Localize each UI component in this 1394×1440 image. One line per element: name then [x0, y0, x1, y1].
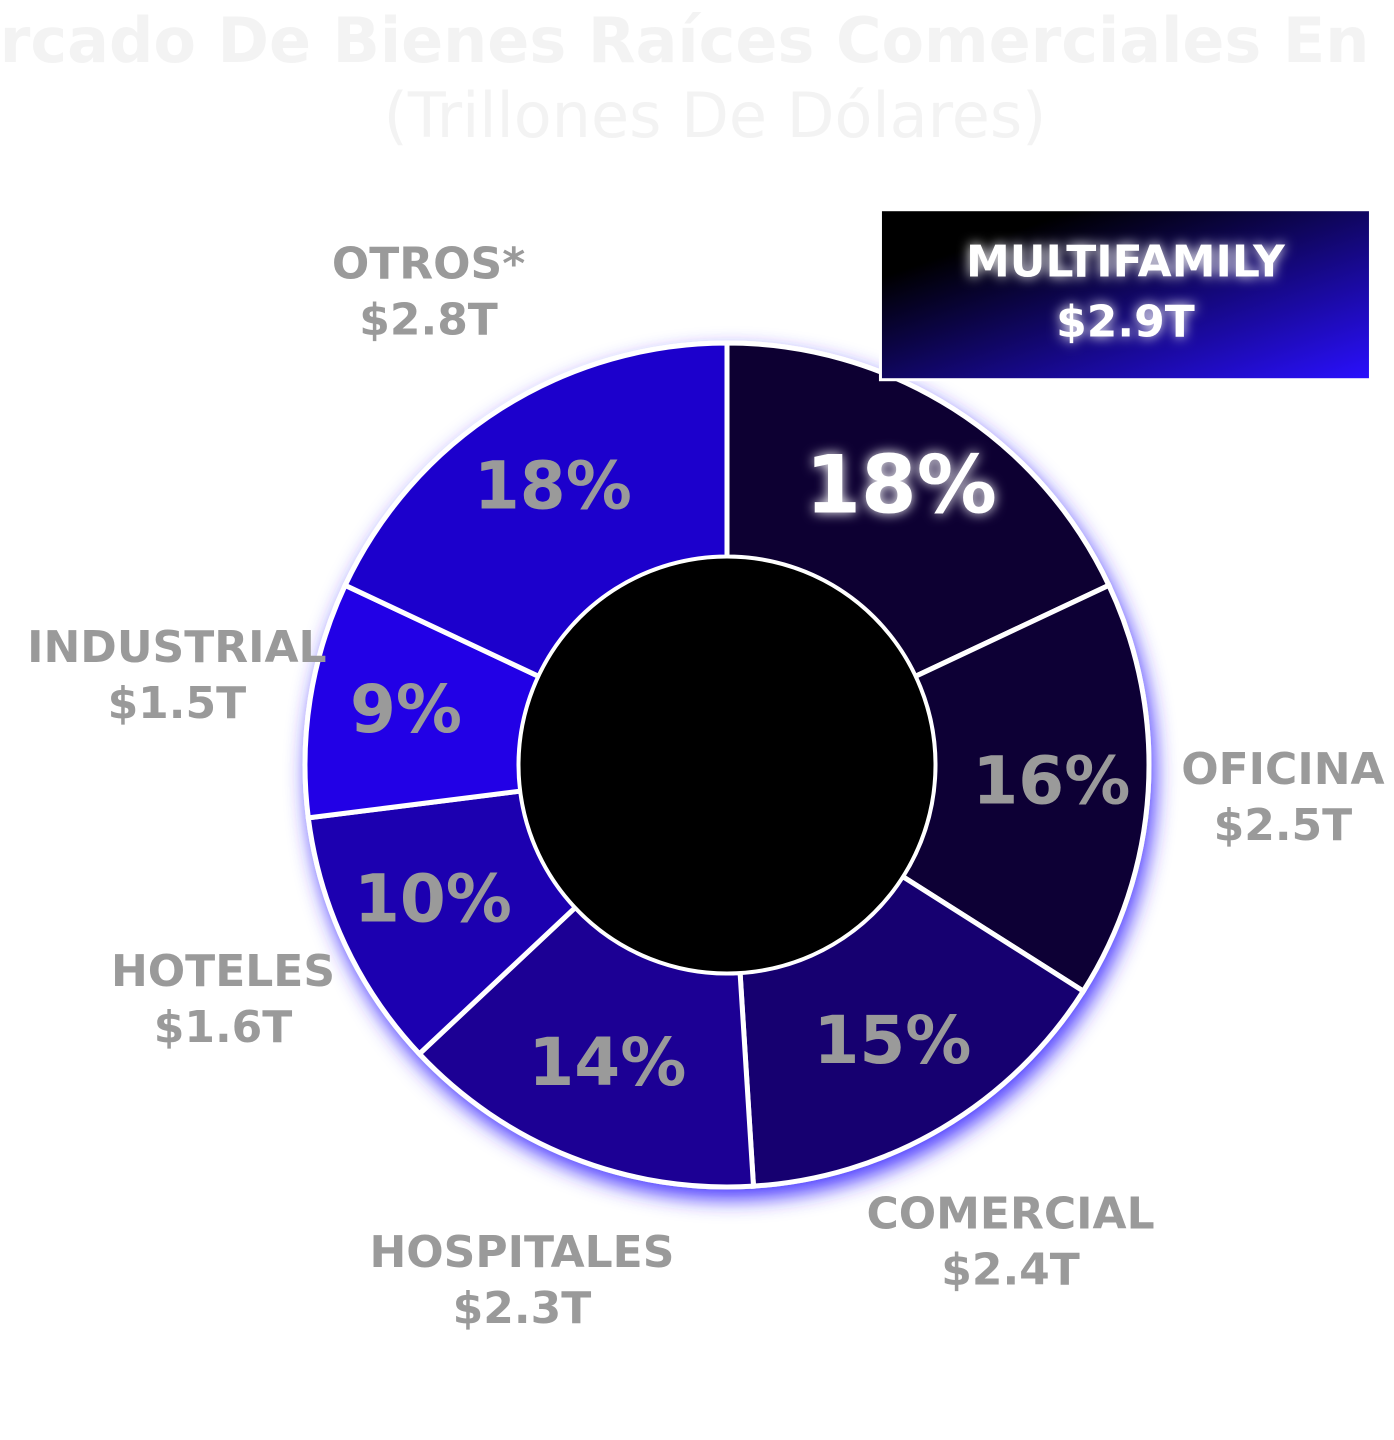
percent-label: 16% — [972, 742, 1130, 819]
percent-label: 18% — [805, 439, 996, 532]
donut — [302, 340, 1152, 1190]
amount-label: $2.3T — [453, 1283, 592, 1334]
percent-label: 15% — [813, 1002, 971, 1079]
category-label: MULTIFAMILY — [966, 237, 1286, 288]
percent-label: 18% — [474, 448, 632, 525]
category-label: INDUSTRIAL — [27, 622, 327, 673]
percent-label: 9% — [350, 671, 462, 748]
amount-label: $1.6T — [154, 1002, 293, 1053]
highlight-box: MULTIFAMILY $2.9T — [878, 208, 1372, 382]
amount-label: $2.4T — [941, 1244, 1080, 1295]
donut-hole — [517, 555, 937, 975]
category-label: HOSPITALES — [369, 1227, 674, 1278]
labels: 18% MULTIFAMILY $2.9T 16% OFICINA$2.5T 15% COM… — [27, 208, 1385, 1334]
amount-label: $2.9T — [1056, 297, 1195, 348]
category-label: HOTELES — [111, 946, 335, 997]
amount-label: $2.8T — [359, 295, 498, 346]
category-label: OFICINA — [1181, 744, 1384, 795]
chart-subtitle: (Trillones De Dólares) — [384, 79, 1047, 152]
chart-title: Mercado De Bienes Raíces Comerciales En … — [0, 4, 1394, 77]
percent-label: 14% — [528, 1024, 686, 1101]
category-label: COMERCIAL — [866, 1188, 1154, 1239]
amount-label: $2.5T — [1214, 800, 1353, 851]
category-label: OTROS* — [332, 239, 525, 290]
percent-label: 10% — [354, 860, 512, 937]
highlight-background — [878, 208, 1372, 382]
amount-label: $1.5T — [108, 678, 247, 729]
